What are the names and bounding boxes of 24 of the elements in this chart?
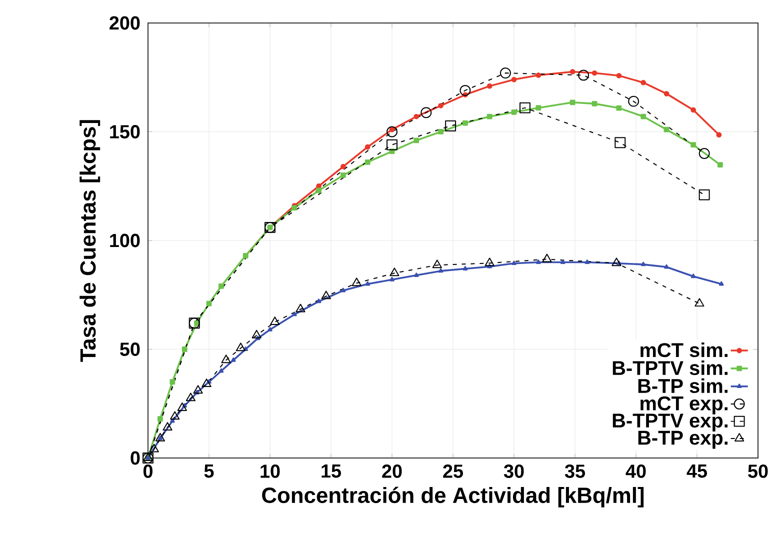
y-tick-label: 200 bbox=[110, 16, 140, 30]
x-tick-label: 40 bbox=[626, 464, 646, 478]
x-tick-label: 0 bbox=[143, 464, 152, 478]
x-tick-label: 15 bbox=[322, 464, 341, 478]
y-tick-label: 50 bbox=[120, 342, 140, 356]
x-tick-label: 10 bbox=[260, 464, 280, 478]
legend-label: B-TP sim. bbox=[638, 378, 728, 394]
y-axis-title: Tasa de Cuentas [kcps] bbox=[80, 120, 100, 362]
y-tick-label: 100 bbox=[110, 234, 140, 248]
x-tick-label: 20 bbox=[382, 464, 402, 478]
x-tick-label: 45 bbox=[686, 464, 707, 478]
legend-label: B-TP exp. bbox=[638, 430, 728, 449]
x-tick-label: 35 bbox=[564, 464, 585, 478]
legend-label: mCT sim. bbox=[640, 342, 728, 358]
legend-label: B-TPTV exp. bbox=[612, 414, 728, 432]
legend-label: B-TPTV sim. bbox=[612, 360, 728, 376]
x-axis-title: Concentración de Actividad [kBq/ml] bbox=[262, 486, 644, 508]
x-tick-label: 50 bbox=[748, 464, 768, 478]
y-tick-label: 150 bbox=[110, 125, 140, 138]
x-tick-label: 25 bbox=[443, 464, 463, 478]
x-tick-label: 5 bbox=[204, 464, 214, 478]
y-tick-label: 0 bbox=[130, 451, 140, 465]
x-tick-label: 30 bbox=[504, 464, 524, 478]
legend-label: mCT exp. bbox=[640, 396, 728, 414]
